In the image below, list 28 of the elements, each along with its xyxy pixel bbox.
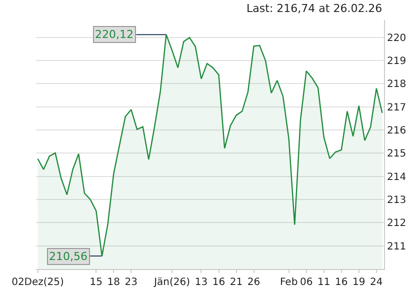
x-tick-label: Feb xyxy=(280,277,298,288)
y-tick-label: 218 xyxy=(387,79,406,90)
x-tick-label: 06 xyxy=(300,277,313,288)
y-tick-label: 215 xyxy=(387,148,406,160)
y-tick-label: 212 xyxy=(387,218,406,230)
y-tick-label: 220 xyxy=(387,32,406,44)
x-tick-label: 18 xyxy=(107,277,120,288)
x-tick-label: 15 xyxy=(90,277,103,288)
y-tick-label: 217 xyxy=(387,102,406,114)
y-tick-label: 219 xyxy=(387,56,406,68)
y-tick-label: 211 xyxy=(387,241,406,252)
y-tick-label: 214 xyxy=(387,172,406,183)
x-tick-label: 26 xyxy=(247,277,260,288)
annotation: 220,12 xyxy=(95,28,134,41)
x-tick-label: 24 xyxy=(370,277,383,288)
y-tick-label: 216 xyxy=(387,126,406,137)
x-tick-label: 16 xyxy=(335,277,348,288)
x-tick-label: 11 xyxy=(317,277,330,288)
x-tick-label: 13 xyxy=(194,277,208,288)
x-tick-label: 02Dez(25) xyxy=(12,277,64,288)
y-tick-label: 213 xyxy=(387,195,406,206)
x-tick-label: 21 xyxy=(230,277,243,288)
annotation: 210,56 xyxy=(49,250,88,263)
x-tick-label: 16 xyxy=(212,277,226,288)
x-tick-label: 19 xyxy=(352,277,366,288)
chart-title: Last: 216,74 at 26.02.26 xyxy=(246,2,382,16)
x-tick-label: 23 xyxy=(124,277,138,288)
x-tick-label: Jän(26) xyxy=(153,277,190,288)
